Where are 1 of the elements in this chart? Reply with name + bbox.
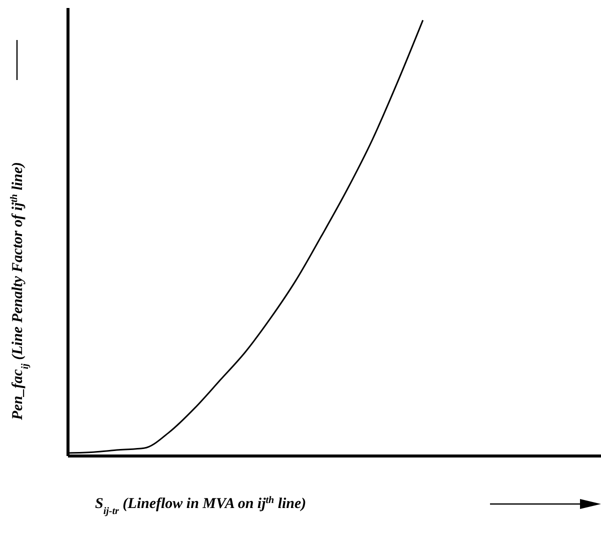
x-axis-title: S$_{ij-tr}$ (Lineflow in MVA on ij$^{th}$ line) bbox=[95, 494, 306, 516]
